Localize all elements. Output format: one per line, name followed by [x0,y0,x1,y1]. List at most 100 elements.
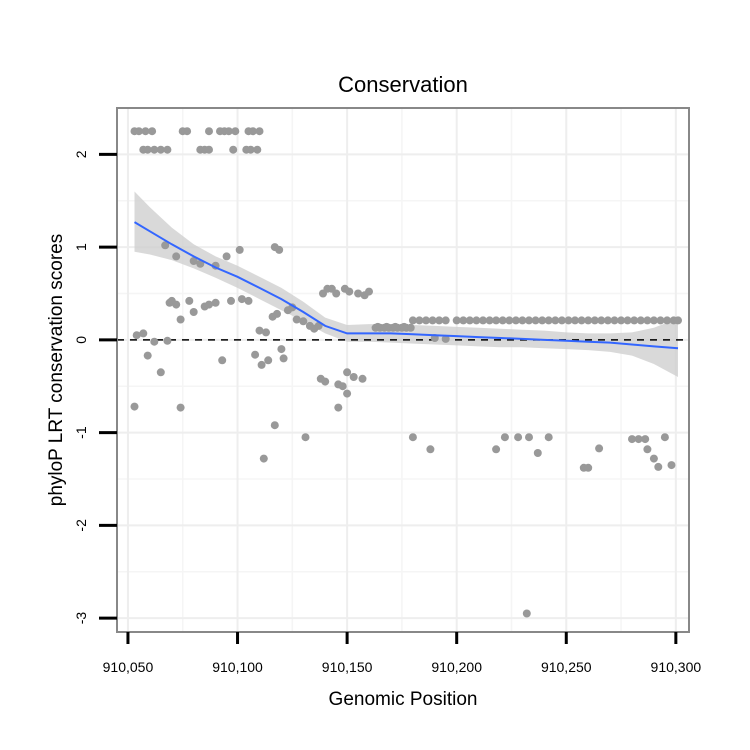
plot-panel [117,108,689,632]
data-point [235,245,244,254]
y-tick-label: 2 [73,150,89,158]
data-point [332,289,341,298]
data-point [557,316,566,325]
data-point [264,356,273,365]
data-point [275,245,284,254]
data-point [422,316,430,325]
data-point [492,445,501,454]
data-point [603,316,612,325]
data-point [237,295,246,304]
y-tick-label: 1 [73,243,89,251]
data-point [224,127,233,136]
x-tick-label: 910,200 [431,659,482,675]
data-point [277,345,286,354]
data-point [544,316,553,325]
data-point [617,316,626,325]
data-point [514,433,523,442]
data-point [292,315,301,324]
data-point [584,316,593,325]
data-point [498,316,507,325]
data-point [571,316,579,325]
data-point [441,334,450,343]
x-tick-label: 910,100 [212,659,263,675]
data-point [492,316,501,325]
data-point [597,316,606,325]
data-point [189,308,198,316]
data-point [227,296,235,305]
data-point [301,433,310,442]
data-point [183,127,192,136]
y-tick-label: -1 [73,426,89,439]
data-point [185,296,194,305]
data-point [663,316,672,325]
data-point [628,435,636,444]
data-point [654,462,663,471]
data-point [148,127,157,136]
data-point [485,316,494,325]
data-point [365,287,373,296]
data-point [428,316,437,325]
data-point [172,252,181,261]
confidence-ribbon [134,191,678,377]
data-point [139,329,148,338]
data-point [531,316,540,325]
data-point [143,145,152,154]
data-point [544,433,553,442]
data-point [595,444,604,453]
data-point [643,445,652,454]
data-point [636,316,645,325]
data-point [500,433,509,442]
data-point [643,316,652,325]
data-point [176,315,185,324]
smooth-trend-line [133,221,679,350]
data-point [649,316,658,325]
data-point [189,257,198,265]
data-point [130,402,139,411]
data-point [441,316,450,325]
data-point [163,145,172,154]
data-points [130,127,682,618]
data-point [623,316,632,325]
data-point [660,433,669,442]
data-point [259,454,268,463]
data-point [577,316,586,325]
data-point [141,127,150,136]
data-point [338,382,347,391]
data-point [452,316,461,325]
data-point [465,316,474,325]
data-point [132,331,141,340]
data-point [426,445,435,454]
data-point [649,454,658,463]
data-point [251,350,260,359]
data-point [382,322,391,331]
data-point [205,300,213,309]
data-point [538,316,547,325]
data-point [161,241,170,250]
x-axis: 910,050 910,100 910,150 910,200 910,250 910,3… [103,632,701,675]
x-tick-label: 910,050 [103,659,154,675]
data-point [525,316,533,325]
data-point [345,287,354,296]
data-point [459,316,468,325]
data-point [279,354,288,363]
data-point [262,328,270,337]
data-point [354,289,363,298]
data-point [533,449,542,457]
y-axis: -3 -2 -1 0 1 2 [73,150,117,624]
data-point [641,435,650,444]
data-point [408,316,417,325]
y-axis-label: phyloP LRT conservation scores [46,234,67,507]
data-point [218,356,227,365]
data-point [143,351,152,360]
data-point [415,316,424,325]
data-point [551,316,560,325]
data-point [255,127,264,136]
data-point [163,336,172,345]
data-point [630,316,639,325]
data-point [257,360,266,369]
data-point [674,316,682,325]
data-point [522,609,531,618]
data-point [172,300,181,309]
data-point [343,368,352,377]
data-point [246,145,255,154]
